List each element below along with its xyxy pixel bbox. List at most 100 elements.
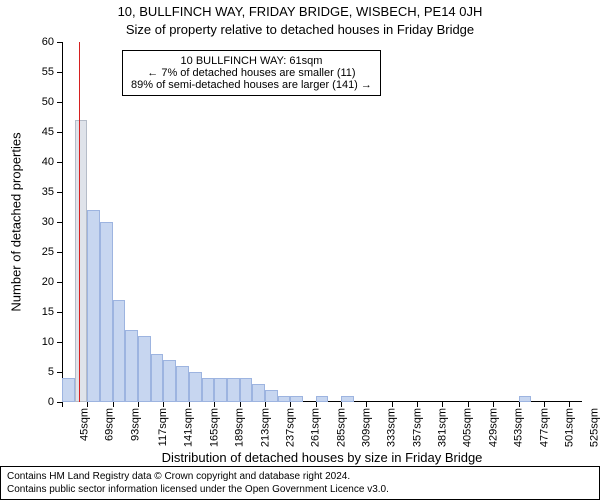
x-tick <box>341 402 342 407</box>
x-tick <box>113 402 114 407</box>
y-tick-label: 45 <box>32 126 54 138</box>
x-axis-label: Distribution of detached houses by size … <box>62 450 582 465</box>
histogram-bar <box>202 378 215 402</box>
x-tick-label: 405sqm <box>462 408 474 447</box>
histogram-bar <box>163 360 176 402</box>
y-tick <box>57 252 62 253</box>
x-tick <box>569 402 570 407</box>
x-tick <box>62 402 63 407</box>
y-tick <box>57 222 62 223</box>
footer-line-1: Contains HM Land Registry data © Crown c… <box>7 470 593 483</box>
y-tick-label: 15 <box>32 306 54 318</box>
y-tick <box>57 342 62 343</box>
y-tick-label: 60 <box>32 36 54 48</box>
histogram-bar <box>290 396 303 402</box>
y-tick-label: 20 <box>32 276 54 288</box>
x-tick-label: 381sqm <box>437 408 449 447</box>
x-tick-label: 285sqm <box>335 408 347 447</box>
info-box-line-2: ← 7% of detached houses are smaller (11) <box>131 67 372 79</box>
y-axis-label: Number of detached properties <box>9 132 24 311</box>
histogram-bar <box>341 396 354 402</box>
x-tick-label: 309sqm <box>361 408 373 447</box>
x-tick-label: 453sqm <box>513 408 525 447</box>
x-tick-label: 165sqm <box>208 408 220 447</box>
x-tick-label: 69sqm <box>104 408 116 441</box>
histogram-bar <box>113 300 126 402</box>
y-tick-label: 25 <box>32 246 54 258</box>
x-tick <box>392 402 393 407</box>
y-axis-line <box>62 42 63 402</box>
y-tick-label: 0 <box>32 396 54 408</box>
plot-area: 05101520253035404550556045sqm69sqm93sqm1… <box>62 42 582 402</box>
y-tick <box>57 282 62 283</box>
info-box-line-3: 89% of semi-detached houses are larger (… <box>131 79 372 91</box>
y-tick <box>57 192 62 193</box>
histogram-bar <box>189 372 202 402</box>
x-tick-label: 141sqm <box>183 408 195 447</box>
histogram-bar <box>176 366 189 402</box>
histogram-bar <box>227 378 240 402</box>
histogram-bar <box>316 396 329 402</box>
y-tick-label: 5 <box>32 366 54 378</box>
info-box: 10 BULLFINCH WAY: 61sqm← 7% of detached … <box>122 50 381 96</box>
histogram-bar <box>265 390 278 402</box>
x-tick <box>442 402 443 407</box>
title-sub: Size of property relative to detached ho… <box>0 22 600 37</box>
x-tick <box>316 402 317 407</box>
histogram-bar <box>240 378 253 402</box>
marker-line <box>79 42 81 402</box>
x-tick-label: 117sqm <box>157 408 169 446</box>
x-tick-label: 261sqm <box>310 408 322 447</box>
y-tick <box>57 42 62 43</box>
histogram-bar <box>519 396 532 402</box>
y-tick <box>57 132 62 133</box>
x-tick <box>138 402 139 407</box>
y-tick-label: 10 <box>32 336 54 348</box>
histogram-bar <box>100 222 113 402</box>
y-tick <box>57 312 62 313</box>
x-tick-label: 525sqm <box>589 408 600 447</box>
x-tick <box>366 402 367 407</box>
x-tick <box>163 402 164 407</box>
info-box-line-1: 10 BULLFINCH WAY: 61sqm <box>131 55 372 67</box>
y-tick-label: 50 <box>32 96 54 108</box>
x-tick <box>189 402 190 407</box>
x-tick <box>265 402 266 407</box>
y-tick <box>57 72 62 73</box>
y-tick <box>57 102 62 103</box>
histogram-bar <box>278 396 291 402</box>
histogram-bar <box>138 336 151 402</box>
x-tick-label: 93sqm <box>129 408 141 441</box>
x-tick <box>468 402 469 407</box>
histogram-bar <box>87 210 100 402</box>
figure-root: 10, BULLFINCH WAY, FRIDAY BRIDGE, WISBEC… <box>0 0 600 500</box>
histogram-bar <box>151 354 164 402</box>
x-tick-label: 189sqm <box>234 408 246 447</box>
footer-line-2: Contains public sector information licen… <box>7 483 593 496</box>
histogram-bar <box>62 378 75 402</box>
histogram-bar <box>125 330 138 402</box>
y-tick-label: 55 <box>32 66 54 78</box>
x-tick-label: 333sqm <box>386 408 398 447</box>
y-tick <box>57 162 62 163</box>
x-tick <box>493 402 494 407</box>
x-tick-label: 357sqm <box>411 408 423 447</box>
y-tick-label: 40 <box>32 156 54 168</box>
footer-attribution: Contains HM Land Registry data © Crown c… <box>0 466 600 500</box>
x-tick <box>214 402 215 407</box>
histogram-bar <box>214 378 227 402</box>
histogram-bar <box>75 120 88 402</box>
x-tick-label: 477sqm <box>538 408 550 447</box>
x-tick-label: 213sqm <box>259 408 271 447</box>
x-tick-label: 501sqm <box>564 408 576 447</box>
x-tick <box>417 402 418 407</box>
y-tick <box>57 372 62 373</box>
x-tick <box>87 402 88 407</box>
x-tick-label: 237sqm <box>284 408 296 447</box>
x-tick-label: 429sqm <box>487 408 499 447</box>
x-tick <box>544 402 545 407</box>
y-tick-label: 30 <box>32 216 54 228</box>
x-tick <box>240 402 241 407</box>
y-tick-label: 35 <box>32 186 54 198</box>
histogram-bar <box>252 384 265 402</box>
